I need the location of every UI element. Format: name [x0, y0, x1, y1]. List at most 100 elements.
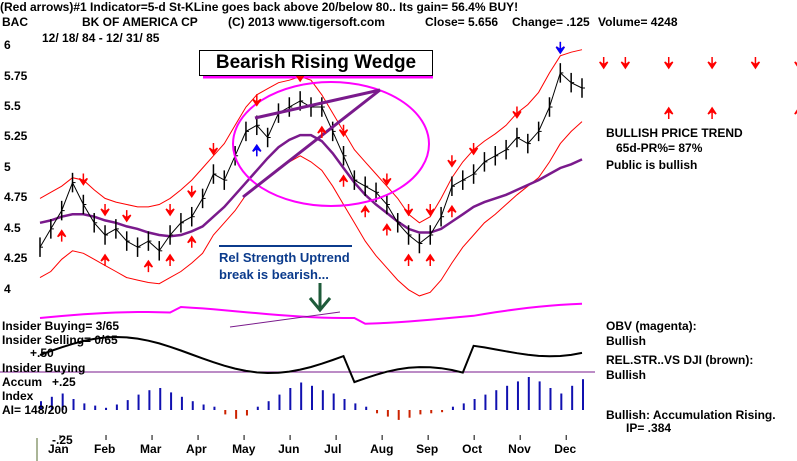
- accum-bar: [571, 385, 574, 410]
- y-tick-label: 5.25: [4, 129, 28, 144]
- accum-bar: [495, 390, 498, 410]
- x-tick-label: May: [232, 442, 256, 456]
- accum-bar: [408, 410, 411, 418]
- accum-bar: [202, 404, 205, 410]
- y-tick-label: 4.25: [4, 251, 28, 266]
- accum-bar: [213, 406, 216, 410]
- buy-arrow-icon: [425, 253, 435, 266]
- buy-arrow-icon: [360, 204, 370, 218]
- accum-bar: [148, 390, 151, 410]
- sell-arrow-icon: [707, 57, 717, 70]
- sell-arrow-icon: [78, 173, 88, 186]
- accum-bar: [105, 407, 108, 410]
- wedge-upper-line: [254, 88, 381, 120]
- sell-arrow-icon: [187, 185, 197, 199]
- buy-arrow-icon: [338, 174, 349, 187]
- accum-bar: [419, 410, 422, 415]
- buy-arrow-icon: [382, 223, 392, 236]
- y-tick-label: 5.5: [4, 99, 21, 114]
- ticker-label: BAC: [2, 15, 28, 29]
- accum-bar: [582, 379, 584, 410]
- plus50-label: +.50: [30, 346, 54, 360]
- relative-strength-line: [39, 335, 583, 384]
- obv-line: [39, 302, 583, 325]
- sell-arrow-icon: [599, 57, 609, 70]
- sell-arrow-icon: [100, 203, 110, 217]
- insider-buying2-label: Insider Buying: [2, 361, 86, 375]
- y-tick-label: 4: [4, 281, 11, 296]
- accum-bar: [332, 393, 335, 410]
- accum-bar: [50, 396, 53, 410]
- buy-arrow-icon: [143, 259, 154, 273]
- close-value: Close= 5.656: [425, 15, 499, 29]
- accum-bar: [430, 410, 433, 414]
- trend-title: BULLISH PRICE TREND: [606, 126, 743, 140]
- x-tick-label: Dec: [554, 442, 577, 456]
- accum-bar: [354, 403, 357, 410]
- header-indicator-text: (Red arrows)#1 Indicator=5-d St-KLine go…: [0, 0, 519, 14]
- plus25-label: +.25: [52, 375, 76, 389]
- buy-arrow-icon: [100, 253, 110, 266]
- accum-bar: [397, 410, 400, 420]
- price-line: [39, 72, 583, 252]
- accum-bar: [321, 390, 324, 410]
- index-label: Index: [2, 389, 34, 403]
- accum-bar: [180, 396, 183, 410]
- rs-trendline: [229, 311, 341, 328]
- sell-arrow-icon: [403, 203, 414, 217]
- accum-bar: [516, 381, 519, 410]
- accum-bar: [451, 406, 454, 410]
- y-tick-label: 6: [4, 38, 11, 53]
- obv-label: OBV (magenta):: [606, 319, 697, 333]
- accum-bar: [83, 403, 86, 410]
- wedge-lower-line: [242, 88, 381, 199]
- date-range: 12/ 18/ 84 - 12/ 31/ 85: [42, 31, 160, 45]
- accum-bar: [159, 388, 162, 410]
- sell-arrow-icon: [794, 61, 797, 67]
- buy-arrow-icon: [794, 109, 797, 115]
- accum-bar: [484, 394, 487, 410]
- sell-arrow-icon: [165, 203, 175, 217]
- accum-label: Accum: [2, 375, 43, 389]
- minus25-label: -.25: [52, 433, 73, 447]
- accum-bar: [560, 393, 563, 410]
- insider-selling-label: Insider Selling= 0/65: [2, 333, 118, 347]
- x-tick-label: Jan: [48, 442, 69, 456]
- accum-bar: [245, 410, 248, 416]
- company-name: BK OF AMERICA CP: [82, 15, 198, 29]
- public-status: Public is bullish: [606, 158, 698, 172]
- rs-note-line2: break is bearish...: [219, 267, 329, 282]
- wedge-title: Bearish Rising Wedge: [199, 50, 433, 76]
- accum-bar: [40, 401, 42, 410]
- buy-arrow-icon: [187, 235, 197, 248]
- accum-bar: [538, 381, 541, 410]
- wedge-ellipse: [232, 81, 430, 207]
- volume-value: Volume= 4248: [598, 15, 678, 29]
- accum-bar: [256, 406, 259, 410]
- sell-arrow-icon: [620, 57, 630, 70]
- y-tick-label: 4.75: [4, 190, 28, 205]
- y-tick-label: 5: [4, 159, 11, 174]
- accum-bar: [289, 388, 292, 410]
- accum-bar: [311, 385, 313, 410]
- sell-arrow-icon: [664, 57, 674, 70]
- sell-arrow-icon: [750, 57, 761, 70]
- x-tick-label: Feb: [94, 442, 116, 456]
- accum-bar: [527, 377, 530, 410]
- buy-arrow-icon: [707, 106, 717, 120]
- y-tick-label: 4.5: [4, 220, 21, 235]
- ip-value: IP= .384: [626, 421, 672, 435]
- sell-arrow-icon: [382, 173, 392, 186]
- sell-arrow-icon: [447, 155, 457, 168]
- x-tick-label: Jun: [278, 442, 300, 456]
- accum-bar: [126, 400, 129, 410]
- accum-bar: [506, 385, 509, 410]
- x-tick-label: Apr: [186, 442, 207, 456]
- accum-bar: [137, 394, 140, 410]
- blue-down-arrow-icon: [555, 41, 565, 55]
- x-tick-label: Nov: [508, 442, 531, 456]
- rs-arrow-head: [308, 297, 332, 313]
- x-tick-label: Mar: [140, 442, 162, 456]
- relstr-status: Bullish: [606, 368, 647, 382]
